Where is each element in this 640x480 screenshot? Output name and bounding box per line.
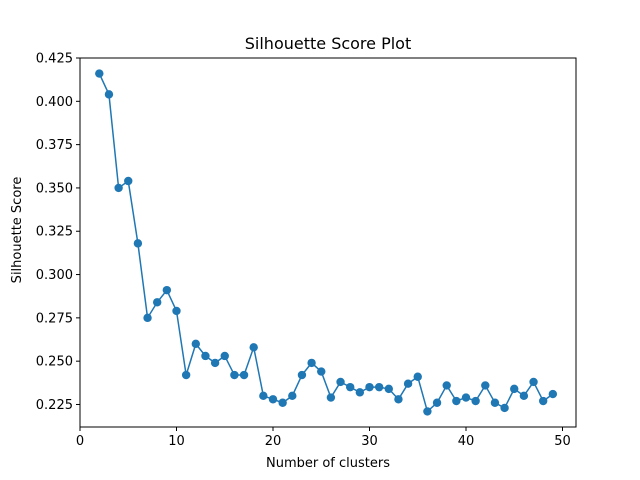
data-point xyxy=(143,313,152,323)
plot-frame xyxy=(79,57,577,428)
data-point xyxy=(249,343,258,352)
x-tick-label: 0 xyxy=(76,434,84,449)
y-tick-label: 0.300 xyxy=(36,268,73,283)
data-point xyxy=(95,69,104,78)
x-tick-label: 50 xyxy=(554,434,571,449)
data-point xyxy=(104,90,114,99)
y-tick-label: 0.275 xyxy=(36,311,73,326)
data-point xyxy=(365,382,374,392)
data-point xyxy=(114,183,123,193)
data-point xyxy=(432,398,442,407)
x-axis-ticks: 0 10 20 30 40 50 xyxy=(76,427,571,449)
data-point xyxy=(181,370,191,380)
y-axis-ticks: 0.225 0.250 0.275 0.300 0.325 0.350 0.375 0.400… xyxy=(36,52,80,413)
data-point xyxy=(133,239,143,248)
data-point xyxy=(500,403,509,413)
data-point xyxy=(239,370,249,380)
data-point xyxy=(461,393,471,402)
data-point xyxy=(394,395,403,404)
data-point xyxy=(413,372,422,381)
data-point xyxy=(519,391,529,401)
data-point xyxy=(191,339,200,349)
data-point xyxy=(210,358,220,368)
x-tick-label: 10 xyxy=(168,434,185,449)
data-point xyxy=(548,389,558,399)
y-tick-label: 0.350 xyxy=(36,181,73,196)
data-point xyxy=(124,176,133,186)
data-point xyxy=(220,351,229,361)
x-axis-label: Number of clusters xyxy=(266,456,390,471)
series-line xyxy=(98,73,554,413)
data-point xyxy=(538,396,548,406)
data-point xyxy=(374,382,384,392)
data-point xyxy=(471,396,480,406)
data-point xyxy=(162,285,172,295)
y-axis-label: Silhouette Score xyxy=(10,177,25,284)
data-point xyxy=(268,395,278,404)
data-point xyxy=(442,381,451,390)
data-point xyxy=(152,298,162,307)
data-point xyxy=(288,391,297,401)
data-point xyxy=(355,388,365,397)
y-tick-label: 0.375 xyxy=(36,138,73,153)
chart-title: Silhouette Score Plot xyxy=(245,34,412,53)
data-point xyxy=(307,358,316,368)
data-point xyxy=(529,377,538,387)
y-tick-label: 0.325 xyxy=(36,225,73,240)
data-point xyxy=(278,398,287,407)
data-point xyxy=(490,398,500,407)
data-point xyxy=(481,381,490,390)
data-point xyxy=(336,377,345,387)
x-tick-label: 40 xyxy=(458,434,475,449)
data-point xyxy=(326,393,336,402)
data-point xyxy=(172,306,181,316)
x-tick-label: 30 xyxy=(361,434,378,449)
y-tick-label: 0.225 xyxy=(36,398,73,413)
x-tick-label: 20 xyxy=(265,434,282,449)
data-point xyxy=(259,391,268,401)
data-point xyxy=(345,382,355,392)
data-point xyxy=(423,407,432,416)
data-point xyxy=(201,351,210,361)
data-point xyxy=(297,370,307,380)
y-tick-label: 0.250 xyxy=(36,355,73,370)
data-point xyxy=(384,384,393,394)
y-tick-label: 0.425 xyxy=(36,52,73,67)
data-point xyxy=(510,384,519,394)
data-point xyxy=(452,396,461,406)
plot-area xyxy=(95,69,558,416)
y-tick-label: 0.400 xyxy=(36,95,73,110)
data-point xyxy=(317,367,326,376)
data-point xyxy=(230,370,239,380)
data-point xyxy=(403,379,413,388)
